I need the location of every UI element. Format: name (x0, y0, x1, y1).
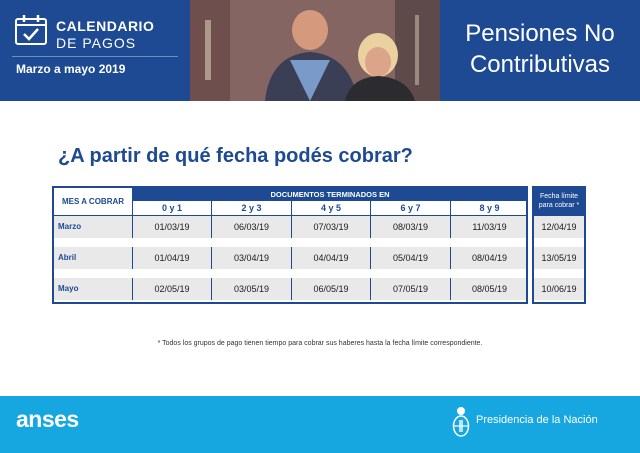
calendar-check-icon (15, 15, 47, 45)
row-month-label: Marzo (58, 222, 82, 231)
table-cell: 06/05/19 (291, 278, 370, 300)
program-panel (440, 0, 640, 101)
header-banner: CALENDARIO DE PAGOS Marzo a mayo 2019 Pe… (0, 0, 640, 101)
header-photo (190, 0, 440, 101)
divider (12, 56, 178, 57)
table-row (54, 247, 526, 269)
coat-of-arms-icon (452, 407, 470, 437)
table-cell: 01/03/19 (132, 216, 211, 238)
deadline-cell: 10/06/19 (534, 278, 584, 300)
row-month-label: Abril (58, 253, 77, 262)
program-title-line1: Pensiones No (465, 20, 615, 47)
footnote: * Todos los grupos de pago tienen tiempo… (157, 340, 483, 347)
table-cell: 06/03/19 (211, 216, 291, 238)
documents-header: DOCUMENTOS TERMINADOS EN (132, 188, 528, 201)
calendar-title: CALENDARIO (56, 18, 155, 34)
date-range: Marzo a mayo 2019 (16, 62, 126, 76)
deadline-table: Fecha límite para cobrar * 12/04/19 13/0… (532, 186, 586, 304)
column-header: 0 y 1 (132, 201, 211, 216)
deadline-header-line1: Fecha límite (539, 193, 579, 200)
table-row (54, 216, 526, 238)
month-column-header: MES A COBRAR (54, 188, 132, 216)
column-header: 4 y 5 (291, 201, 370, 216)
table-cell: 08/04/19 (450, 247, 528, 269)
table-cell: 07/05/19 (370, 278, 450, 300)
table-cell: 07/03/19 (291, 216, 370, 238)
table-cell: 03/05/19 (211, 278, 291, 300)
table-cell: 11/03/19 (450, 216, 528, 238)
column-header: 6 y 7 (370, 201, 450, 216)
table-cell: 04/04/19 (291, 247, 370, 269)
government-label: Presidencia de la Nación (476, 414, 598, 426)
table-cell: 03/04/19 (211, 247, 291, 269)
table-row (54, 278, 526, 300)
payment-schedule-table: MES A COBRAR DOCUMENTOS TERMINADOS EN 0 … (52, 186, 528, 304)
deadline-cell: 13/05/19 (534, 247, 584, 269)
table-cell: 02/05/19 (132, 278, 211, 300)
column-header: 8 y 9 (450, 201, 528, 216)
deadline-cell: 12/04/19 (534, 216, 584, 238)
anses-logo: anses (16, 406, 79, 432)
deadline-header: Fecha límite para cobrar * (534, 188, 584, 216)
table-cell: 08/03/19 (370, 216, 450, 238)
table-cell: 01/04/19 (132, 247, 211, 269)
deadline-header-line2: para cobrar * (538, 202, 580, 209)
page-title: ¿A partir de qué fecha podés cobrar? (58, 145, 413, 167)
calendar-panel: CALENDARIO DE PAGOS Marzo a mayo 2019 (0, 0, 190, 101)
column-header: 2 y 3 (211, 201, 291, 216)
table-cell: 05/04/19 (370, 247, 450, 269)
program-title-line2: Contributivas (469, 51, 611, 78)
table-cell: 08/05/19 (450, 278, 528, 300)
row-month-label: Mayo (58, 284, 79, 293)
footer-bar (0, 396, 640, 453)
calendar-subtitle: DE PAGOS (56, 35, 137, 51)
